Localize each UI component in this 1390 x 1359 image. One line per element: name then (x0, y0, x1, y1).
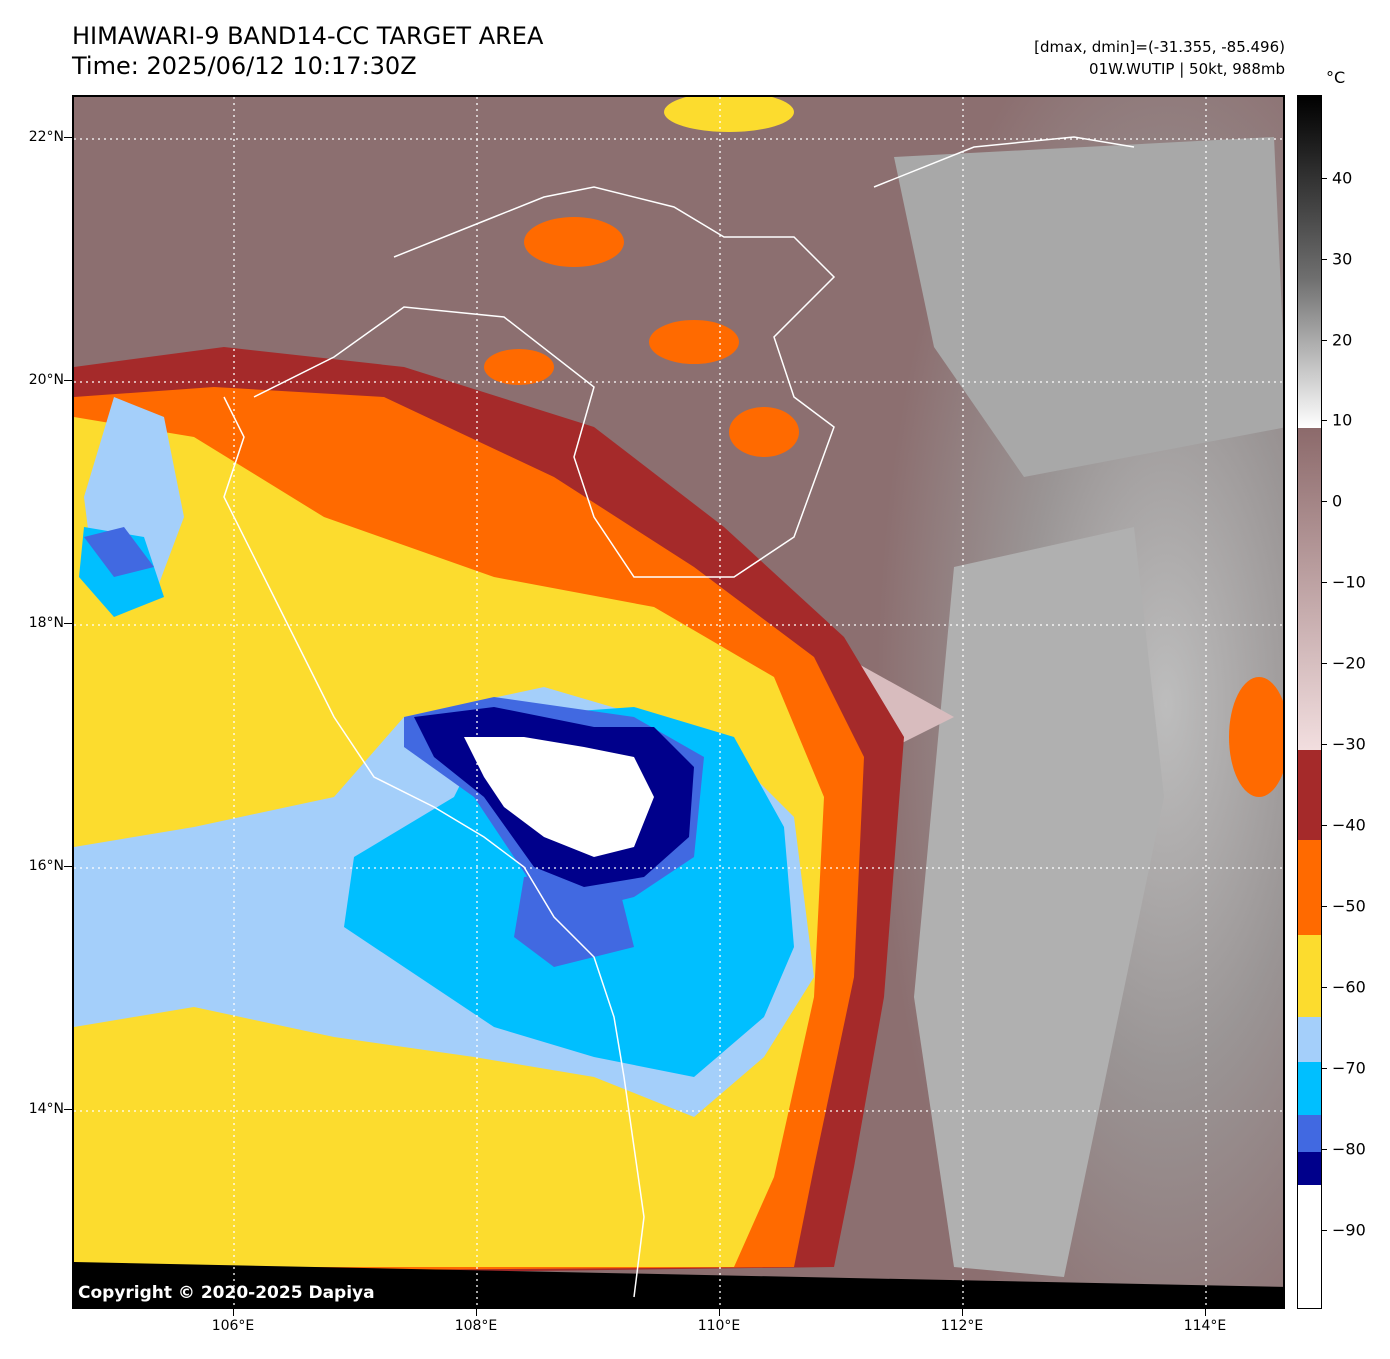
colorbar-gradient (1298, 96, 1321, 1308)
colorbar-tick (1322, 340, 1327, 341)
graticule (74, 97, 1283, 1307)
data-range: [dmax, dmin]=(-31.355, -85.496) (1034, 38, 1285, 56)
lat-tick-label: 18°N (28, 615, 64, 631)
colorbar-label: 20 (1332, 330, 1353, 350)
colorbar-label: 0 (1332, 491, 1343, 511)
no-data-strip (74, 1262, 1283, 1307)
colorbar-tick (1322, 987, 1327, 988)
lon-tick-mark (233, 1309, 234, 1316)
colorbar-label: 40 (1332, 168, 1353, 188)
copyright-text: Copyright © 2020-2025 Dapiya (78, 1283, 375, 1303)
convective-cell (649, 320, 739, 364)
colorbar-tick (1322, 1068, 1327, 1069)
cold-band-royal-blue-south (514, 867, 634, 967)
colorbar-label: −10 (1332, 572, 1366, 592)
convective-cell (664, 97, 794, 132)
lon-tick-label: 106°E (211, 1318, 255, 1334)
lat-tick-label: 16°N (28, 858, 64, 874)
satellite-map (72, 95, 1285, 1309)
lon-tick-mark (476, 1309, 477, 1316)
lat-tick-mark (64, 137, 72, 138)
colorbar-unit: °C (1326, 68, 1346, 87)
lon-tick-mark (1205, 1309, 1206, 1316)
map-title: HIMAWARI-9 BAND14-CC TARGET AREA (72, 22, 544, 50)
gray-cloud-band (914, 527, 1164, 1277)
lat-tick-mark (64, 866, 72, 867)
lon-tick-label: 108°E (454, 1318, 498, 1334)
colorbar-label: −20 (1332, 653, 1366, 673)
colorbar-tick (1322, 501, 1327, 502)
colorbar-label: −30 (1332, 734, 1366, 754)
colorbar-tick (1322, 178, 1327, 179)
gray-cloud-north (894, 137, 1283, 477)
colorbar-tick (1322, 259, 1327, 260)
convective-cell (524, 217, 624, 267)
colorbar-tick (1322, 420, 1327, 421)
colorbar-tick (1322, 825, 1327, 826)
colorbar-label: −90 (1332, 1220, 1366, 1240)
lat-tick-mark (64, 1109, 72, 1110)
colorbar-label: −60 (1332, 977, 1366, 997)
colorbar (1297, 95, 1322, 1309)
colorbar-tick (1322, 906, 1327, 907)
map-time: Time: 2025/06/12 10:17:30Z (72, 52, 417, 80)
convective-cell (729, 407, 799, 457)
convective-cell (1229, 677, 1283, 797)
colorbar-tick (1322, 582, 1327, 583)
storm-info: 01W.WUTIP | 50kt, 988mb (1089, 60, 1285, 78)
lon-tick-label: 114°E (1183, 1318, 1227, 1334)
lon-tick-label: 112°E (940, 1318, 984, 1334)
cold-cell-west-royal (84, 527, 154, 577)
lon-tick-mark (962, 1309, 963, 1316)
lon-tick-label: 110°E (697, 1318, 741, 1334)
coastline (253, 186, 836, 578)
colorbar-label: 10 (1332, 410, 1353, 430)
coastline (223, 396, 645, 1298)
colorbar-label: 30 (1332, 249, 1353, 269)
colorbar-tick (1322, 1230, 1327, 1231)
lat-tick-mark (64, 623, 72, 624)
lat-tick-label: 14°N (28, 1101, 64, 1117)
lat-tick-label: 20°N (28, 372, 64, 388)
convective-cell (484, 349, 554, 385)
coastline (873, 136, 1135, 188)
coldest-core-white (464, 737, 654, 857)
colorbar-label: −70 (1332, 1058, 1366, 1078)
lat-tick-label: 22°N (28, 129, 64, 145)
colorbar-label: −50 (1332, 896, 1366, 916)
colorbar-tick (1322, 663, 1327, 664)
colorbar-tick (1322, 744, 1327, 745)
lon-tick-mark (719, 1309, 720, 1316)
lat-tick-mark (64, 380, 72, 381)
colorbar-label: −80 (1332, 1139, 1366, 1159)
colorbar-tick (1322, 1149, 1327, 1150)
infrared-imagery (74, 97, 1283, 1307)
colorbar-label: −40 (1332, 815, 1366, 835)
